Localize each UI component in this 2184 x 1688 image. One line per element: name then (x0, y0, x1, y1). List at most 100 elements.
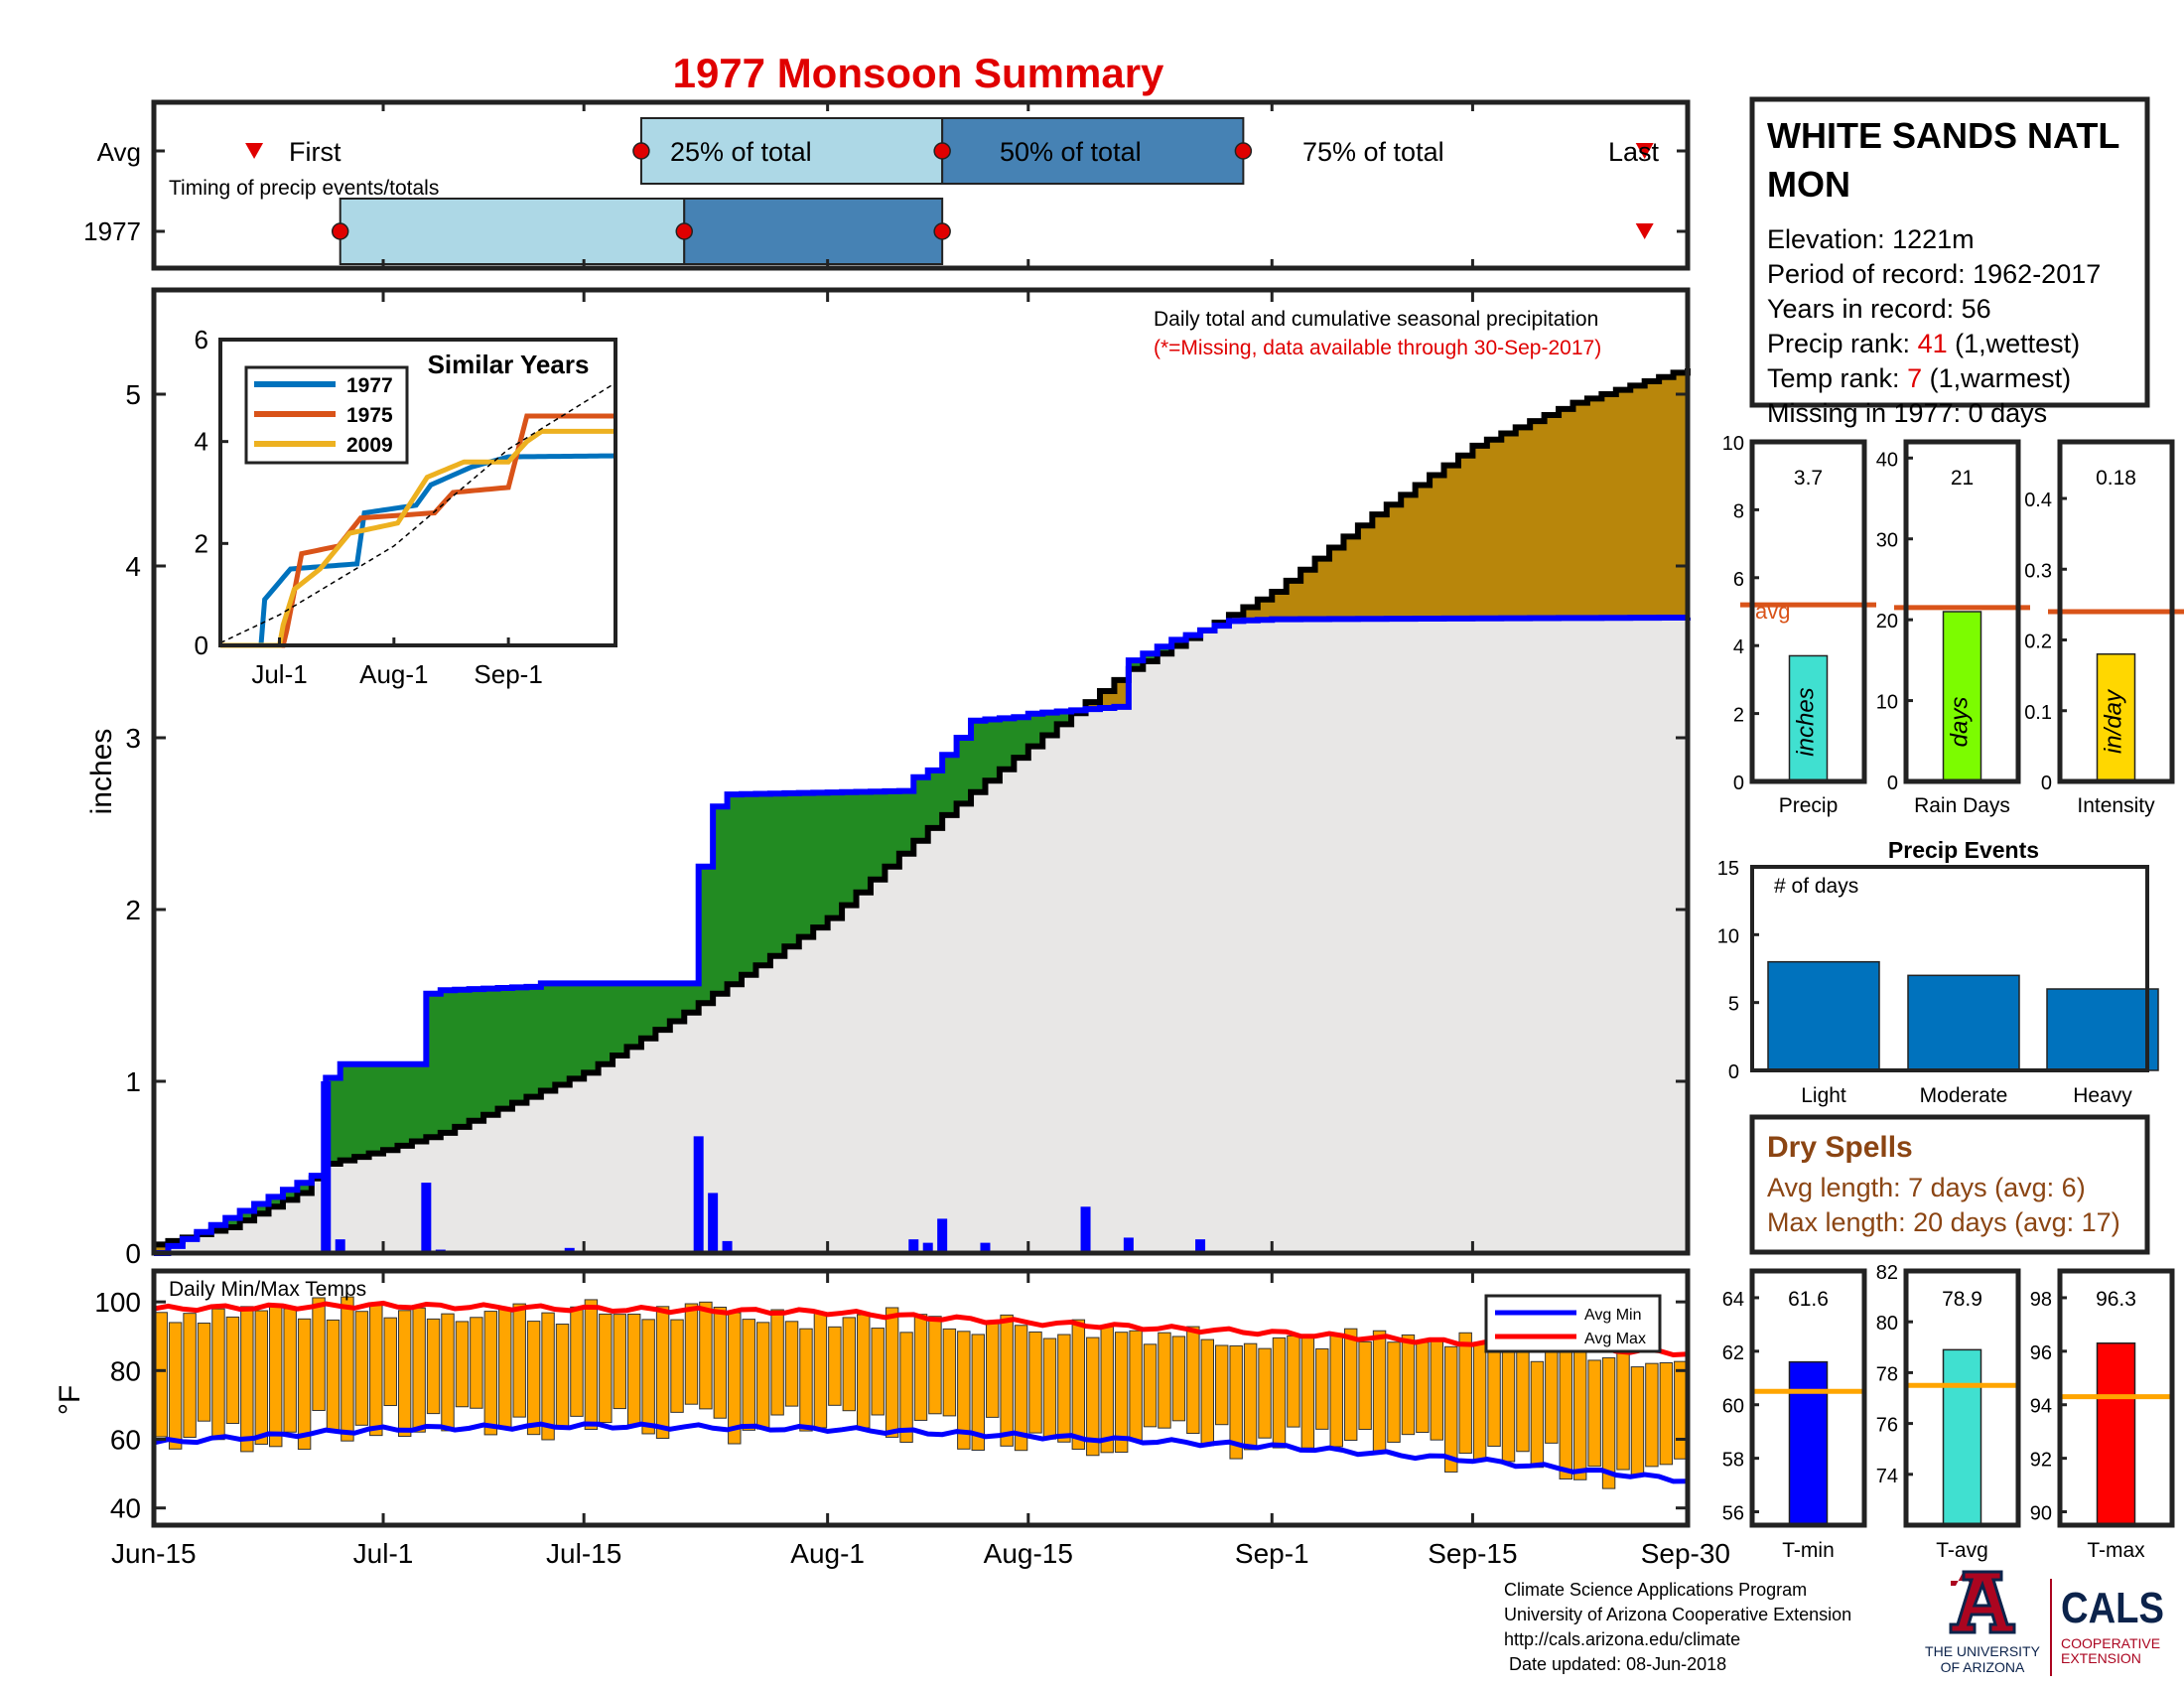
daily-temp-bar (455, 1321, 470, 1408)
daily-temp-bar (699, 1301, 713, 1410)
inset-ytick-label: 2 (195, 528, 208, 558)
daily-temp-bar (341, 1296, 354, 1442)
temp-summary-ytick-label-2: 92 (2030, 1450, 2052, 1472)
timing-p75-label: 75% of total (1302, 137, 1444, 167)
daily-temp-bar (770, 1309, 784, 1416)
daily-temp-bar (655, 1306, 670, 1440)
timing-marker-row1-2 (933, 222, 951, 240)
summary-unit-2: in/day (2101, 688, 2127, 754)
timing-box-25-50-row0 (639, 117, 944, 185)
daily-temp-bar (784, 1321, 799, 1407)
precip-events-plot: Light Moderate Heavy 0 5 10 15 (1717, 858, 2159, 1107)
daily-temp-bar (1071, 1319, 1086, 1451)
daily-temp-bar (1272, 1336, 1287, 1449)
daily-temp-bar (1572, 1345, 1587, 1480)
inset-xtick-label: Sep-1 (474, 659, 542, 689)
temp-plot (153, 1296, 1689, 1489)
daily-temp-bar (1358, 1340, 1372, 1431)
temp-summary-ytick-label-1: 76 (1876, 1415, 1898, 1437)
summary-bar-1 (1942, 611, 1982, 782)
daily-temp-bar (412, 1307, 426, 1433)
station-elevation: Elevation: 1221m (1767, 224, 1975, 254)
daily-temp-bar (1258, 1347, 1272, 1439)
timing-marker-row0-2 (1234, 142, 1253, 160)
daily-temp-bar (1287, 1335, 1300, 1428)
inset-ytick-label: 6 (195, 325, 208, 354)
summary-ytick-label-0: 6 (1733, 569, 1744, 591)
temp-rank: Temp rank: 7 (1,warmest) (1767, 363, 2071, 393)
summary-ytick-label-0: 4 (1733, 636, 1744, 658)
daily-temp-bar (240, 1306, 254, 1453)
average-cumulative-line (154, 368, 1691, 1248)
daily-temp-bar (1200, 1338, 1215, 1447)
daily-temp-bar (626, 1313, 641, 1426)
timing-first-label: First (289, 137, 341, 167)
daily-temp-bar (1343, 1328, 1358, 1442)
daily-precip-bar (708, 1193, 719, 1253)
timing-bars (152, 102, 1690, 268)
daily-temp-bar (842, 1317, 857, 1412)
precip-rank-value: 41 (1918, 329, 1948, 358)
daily-temp-bar (197, 1323, 211, 1422)
timing-panel: Avg 1977 Timing of precip events/totals … (83, 99, 1691, 271)
temp-summary-ytick-label-2: 98 (2030, 1289, 2052, 1311)
xtick-label: Sep-30 (1641, 1538, 1730, 1569)
daily-temp-bar (1042, 1337, 1057, 1440)
station-period: Period of record: 1962-2017 (1767, 259, 2101, 289)
daily-precip-bar (922, 1242, 933, 1253)
summary-frame-2 (2057, 439, 2175, 784)
daily-temp-bar (441, 1313, 455, 1432)
temp-legend-box (1484, 1294, 1662, 1353)
summary-ytick-label-1: 30 (1876, 530, 1898, 552)
main-ytick-label: 2 (125, 895, 141, 925)
daily-temp-bar (1215, 1344, 1229, 1426)
timing-frame (151, 99, 1691, 271)
daily-temp-bar (369, 1304, 383, 1437)
daily-temp-bar (957, 1331, 971, 1450)
seasonal-summary-bars: 3.7 inches Precip 0 2 4 6 8 10 avg 21 days Rain Days… (1722, 433, 2184, 817)
daily-temp-bar (1114, 1332, 1129, 1453)
timing-p50-label: 50% of total (1000, 137, 1142, 167)
year-cumulative-line (154, 614, 1691, 1256)
precip-event-bar-moderate (1907, 974, 2020, 1071)
precip-events-ytick-label: 5 (1728, 994, 1739, 1016)
daily-temp-bar (971, 1334, 985, 1452)
daily-precip-bar (335, 1239, 345, 1253)
dry-spells-box: Dry Spells Avg length: 7 days (avg: 6) M… (1749, 1114, 2150, 1255)
dry-spells-frame (1749, 1114, 2150, 1255)
daily-temp-bar (512, 1303, 526, 1418)
daily-temp-bar (383, 1317, 397, 1407)
daily-temp-bar (1243, 1342, 1258, 1451)
xtick-label: Aug-15 (984, 1538, 1073, 1569)
timing-triangle-row1-1 (1635, 223, 1654, 239)
summary-xlabel-0: Precip (1779, 794, 1839, 817)
precip-event-bar-light (1767, 960, 1880, 1071)
main-ytick-label: 1 (125, 1066, 141, 1097)
temp-ytick-label: 40 (110, 1493, 141, 1524)
temp-title: Daily Min/Max Temps (169, 1278, 366, 1301)
station-info-frame (1749, 96, 2150, 408)
station-info: WHITE SANDS NATL MON Elevation: 1221m Pe… (1749, 96, 2150, 428)
daily-temp-bar (183, 1313, 197, 1439)
timing-box-50-75-row0 (941, 117, 1245, 185)
daily-temp-bar (1487, 1339, 1501, 1447)
daily-precip-bar (421, 1183, 432, 1253)
temp-ytick-label: 60 (110, 1425, 141, 1456)
footer-line-2: University of Arizona Cooperative Extens… (1504, 1605, 1851, 1624)
temp-summary-value-1: 78.9 (1942, 1288, 1982, 1311)
inset-legend: 1977 1975 2009 (244, 365, 409, 465)
summary-ytick-label-2: 0.1 (2024, 702, 2052, 724)
daily-temp-bar (555, 1324, 570, 1427)
daily-temp-bar (1300, 1336, 1315, 1449)
precip-event-xlabel: Moderate (1920, 1084, 2008, 1107)
daily-temp-bar (857, 1314, 871, 1429)
temp-summary-ytick-label-0: 58 (1722, 1450, 1744, 1472)
summary-ytick-label-0: 0 (1733, 773, 1744, 794)
dry-spells-max-length: Max length: 20 days (avg: 17) (1767, 1207, 2120, 1237)
daily-temp-bar (269, 1305, 283, 1448)
precip-main-yaxis: 0 1 2 3 4 5 (125, 290, 1690, 1269)
temp-summary-ytick-label-0: 56 (1722, 1503, 1744, 1525)
inset-ytick-label: 0 (195, 631, 208, 660)
temp-ylabel: °F (54, 1385, 86, 1415)
station-name-line-1: WHITE SANDS NATL (1767, 115, 2119, 156)
